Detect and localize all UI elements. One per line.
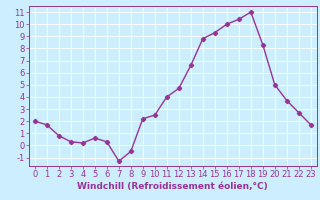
- X-axis label: Windchill (Refroidissement éolien,°C): Windchill (Refroidissement éolien,°C): [77, 182, 268, 191]
